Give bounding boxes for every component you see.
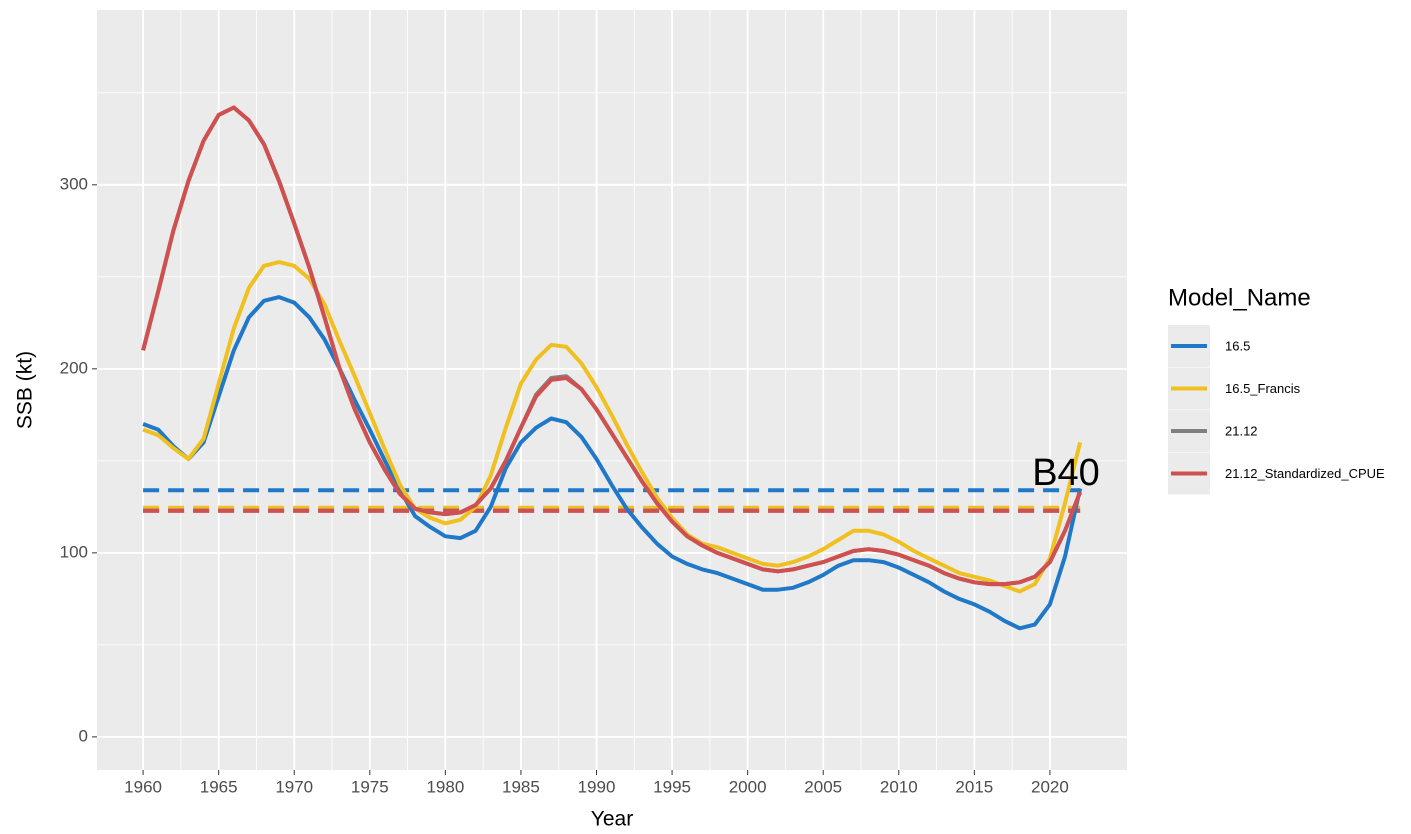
legend-label: 16.5: [1225, 338, 1250, 353]
y-tick-label: 100: [60, 542, 88, 561]
legend-label: 21.12: [1225, 423, 1258, 438]
x-tick-label: 1975: [351, 777, 389, 796]
x-tick-label: 2000: [729, 777, 767, 796]
annotation: B40: [1032, 452, 1100, 494]
x-tick-label: 2005: [804, 777, 842, 796]
legend-label: 21.12_Standardized_CPUE: [1225, 466, 1385, 481]
series-line: [141, 105, 1082, 587]
series-line: [142, 260, 1083, 594]
x-tick-label: 1970: [275, 777, 313, 796]
x-axis-title: Year: [591, 808, 633, 831]
legend-title: Model_Name: [1168, 284, 1311, 311]
series-line: [142, 295, 1083, 631]
x-tick-label: 1960: [124, 777, 162, 796]
plot-panel: [97, 10, 1127, 770]
x-tick-label: 1985: [502, 777, 540, 796]
x-tick-label: 1990: [578, 777, 616, 796]
y-tick-label: 0: [79, 726, 88, 745]
x-tick-label: 1980: [426, 777, 464, 796]
y-tick-label: 200: [60, 358, 88, 377]
x-tick-label: 1995: [653, 777, 691, 796]
x-tick-label: 2015: [955, 777, 993, 796]
legend-label: 16.5_Francis: [1225, 381, 1301, 396]
y-tick-label: 300: [60, 174, 88, 193]
y-axis-title: SSB (kt): [14, 351, 37, 429]
x-tick-label: 2010: [880, 777, 918, 796]
x-tick-label: 2020: [1031, 777, 1069, 796]
x-tick-label: 1965: [200, 777, 238, 796]
